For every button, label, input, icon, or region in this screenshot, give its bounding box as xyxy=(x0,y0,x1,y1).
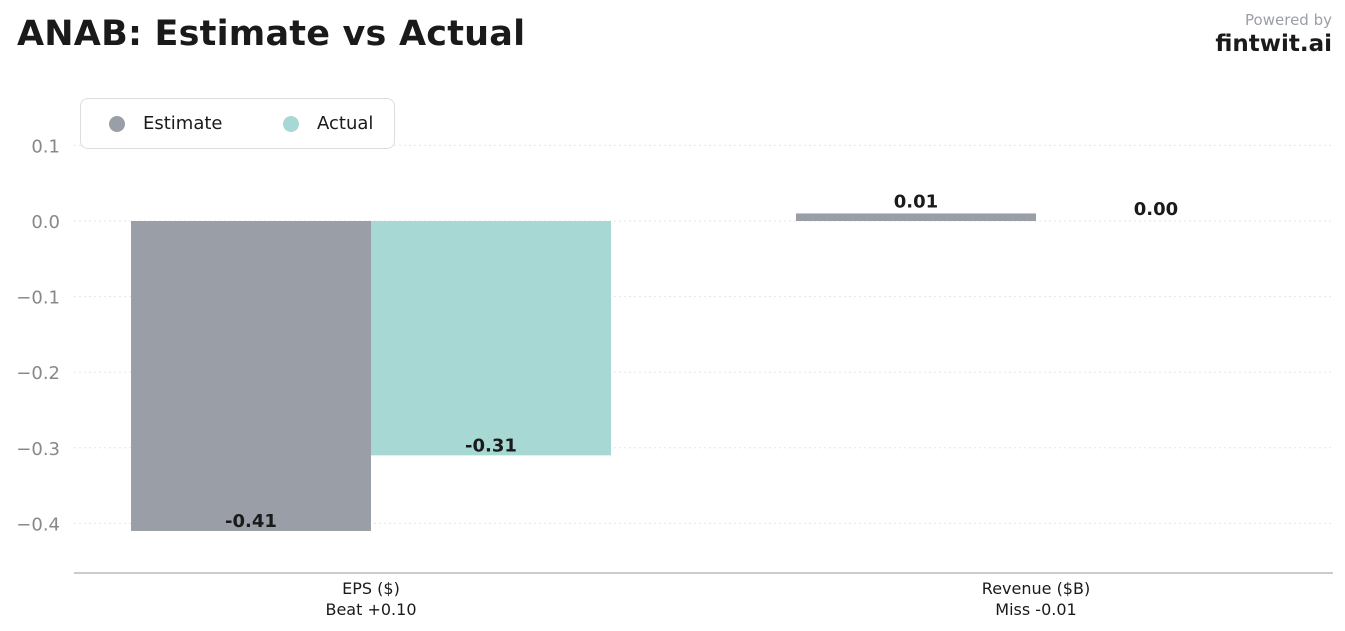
x-tick-label: Revenue ($B) xyxy=(981,579,1091,598)
bar-actual-0 xyxy=(371,221,611,456)
bars xyxy=(131,213,1036,531)
x-tick-label: EPS ($) xyxy=(342,579,400,598)
bar-estimate-1 xyxy=(796,213,1036,221)
powered-by-label: Powered by xyxy=(1245,11,1332,29)
data-label-estimate-0: -0.41 xyxy=(225,511,277,532)
data-label-actual-0: -0.31 xyxy=(465,435,517,456)
legend: Estimate Actual xyxy=(80,98,395,149)
legend-swatch-estimate xyxy=(109,115,125,132)
y-tick-label: −0.1 xyxy=(16,288,60,309)
x-tick-note: Miss -0.01 xyxy=(995,600,1077,619)
brand-logo-text: fintwit.ai xyxy=(1215,31,1332,57)
y-axis-ticks: 0.1 0.0 −0.1 −0.2 −0.3 −0.4 xyxy=(16,136,60,535)
legend-label-estimate: Estimate xyxy=(143,113,223,134)
x-tick-note: Beat +0.10 xyxy=(325,600,417,619)
y-tick-label: 0.0 xyxy=(31,212,60,233)
x-category-revenue: Revenue ($B) Miss -0.01 xyxy=(916,578,1156,620)
data-labels: -0.41 0.01 -0.31 0.00 xyxy=(225,191,1178,532)
legend-item-actual: Actual xyxy=(283,99,373,148)
y-tick-label: 0.1 xyxy=(31,136,60,157)
x-category-eps: EPS ($) Beat +0.10 xyxy=(251,578,491,620)
chart-title: ANAB: Estimate vs Actual xyxy=(17,14,526,54)
data-label-estimate-1: 0.01 xyxy=(894,191,938,212)
legend-item-estimate: Estimate xyxy=(109,99,223,148)
data-label-actual-1: 0.00 xyxy=(1134,199,1178,220)
legend-label-actual: Actual xyxy=(317,113,374,134)
y-tick-label: −0.4 xyxy=(16,514,60,535)
legend-swatch-actual xyxy=(283,115,299,132)
y-tick-label: −0.2 xyxy=(16,363,60,384)
y-tick-label: −0.3 xyxy=(16,439,60,460)
bar-estimate-0 xyxy=(131,221,371,531)
